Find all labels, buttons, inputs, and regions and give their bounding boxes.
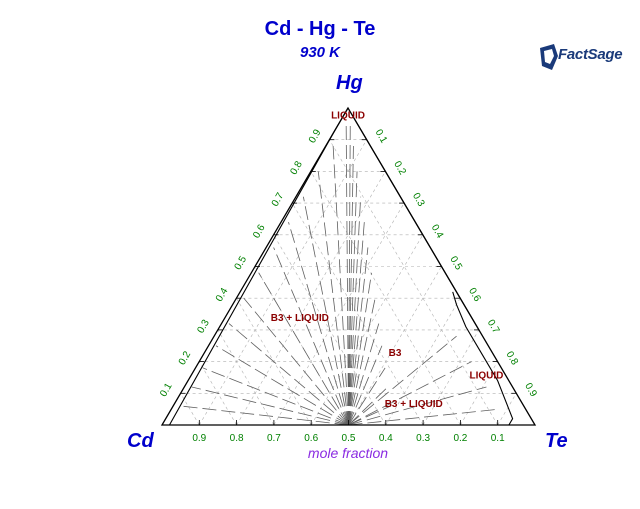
tie-line [191,386,349,426]
tie-line [348,386,389,426]
gridline-cd [291,202,424,426]
top-component-label: Hg [336,72,363,94]
phase-boundary [452,291,514,426]
tick-label-right: 0.4 [429,223,446,241]
tie-line [348,247,369,426]
tick-label-bottom: 0.5 [342,433,356,444]
gridline-cd [217,329,275,426]
tie-line [348,298,376,426]
tie-line [348,272,372,426]
tick-label-left: 0.7 [270,191,287,209]
tie-line [348,367,386,426]
gridline-te [422,329,480,426]
tie-line [348,386,487,426]
tick-label-left: 0.1 [158,381,175,399]
phase-region-label: B3 + LIQUID [271,313,329,324]
tick-label-left: 0.3 [195,318,212,336]
tick-label-bottom: 0.7 [267,433,281,444]
gridline-te [199,139,367,426]
tick-label-right: 0.2 [391,159,408,177]
tick-label-right: 0.5 [447,254,464,272]
phase-region-label: LIQUID [469,370,503,381]
tie-line [348,361,472,426]
left-component-label: Cd [127,430,154,452]
logo-wordmark: FactSage [558,46,623,63]
gridline-te [497,393,517,426]
tick-label-bottom: 0.1 [491,433,505,444]
gridline-cd [329,139,498,426]
tie-line [348,123,351,426]
axis-label: mole fraction [307,445,389,461]
tick-label-right: 0.9 [522,381,539,399]
gridline-te [385,298,461,426]
gridline-te [273,202,405,426]
chart-subtitle: 930 K [299,44,341,61]
phase-region-label: B3 [389,348,402,359]
tie-line [228,323,349,426]
tick-label-bottom: 0.6 [304,433,318,444]
tie-line [258,272,349,426]
tie-line [202,367,349,426]
tick-label-bottom: 0.4 [379,433,393,444]
tie-line [243,297,349,426]
gridline-te [460,361,498,426]
tick-label-right: 0.3 [410,191,427,209]
tick-label-right: 0.1 [373,128,390,146]
tie-line [348,222,365,426]
phase-region-label: LIQUID [331,110,365,121]
tick-label-right: 0.7 [485,318,502,336]
tick-label-left: 0.2 [177,349,194,367]
tick-label-left: 0.5 [233,254,250,272]
right-component-label: Te [545,430,568,452]
tie-line [332,146,349,426]
tick-label-left: 0.8 [288,159,305,177]
tie-line [345,123,349,426]
tie-line [317,171,349,426]
gridline-te [348,266,442,426]
gridline-cd [310,171,461,426]
factsage-logo: FactSage [538,42,623,72]
factsage-logo-icon [540,44,558,70]
tick-label-left: 0.4 [214,286,231,304]
tick-label-right: 0.6 [466,286,483,304]
tie-line [215,345,349,426]
phase-region-label: B3 + LIQUID [385,399,443,410]
gridline-cd [180,393,200,426]
tie-line [348,335,457,426]
tick-label-left: 0.9 [307,127,324,145]
chart-title: Cd - Hg - Te [264,18,376,40]
tie-line [273,247,349,426]
tick-label-bottom: 0.2 [453,433,467,444]
tie-line [348,146,354,426]
tie-line [348,408,500,426]
tick-label-right: 0.8 [504,350,521,368]
tie-line [348,196,362,426]
tick-label-bottom: 0.8 [230,433,244,444]
tie-line [302,196,349,426]
tie-line [348,345,383,426]
tie-line [348,171,358,426]
tick-label-bottom: 0.9 [192,433,206,444]
tie-line [180,405,349,426]
tick-label-left: 0.6 [251,222,268,240]
tick-label-bottom: 0.3 [416,433,430,444]
gridline-te [236,171,386,426]
tie-line [348,323,380,426]
tie-line [288,222,349,426]
